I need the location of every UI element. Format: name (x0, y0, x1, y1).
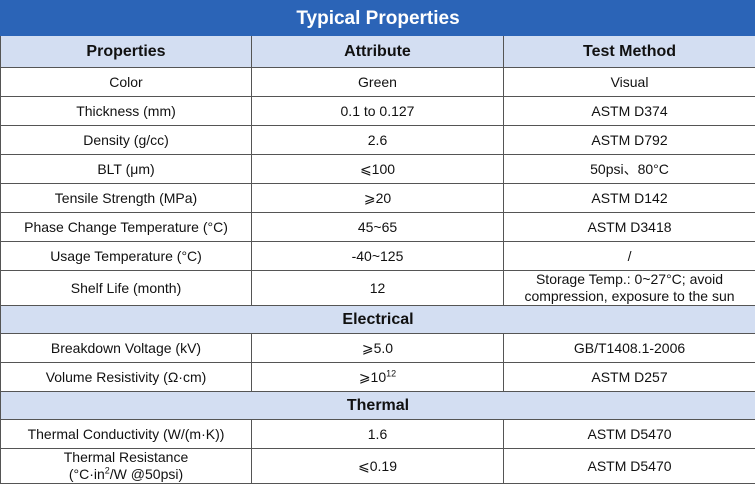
attribute-cell: ⩽100 (251, 154, 504, 184)
attribute-cell: -40~125 (251, 241, 504, 271)
method-cell: Storage Temp.: 0~27°C; avoid compression… (502, 270, 755, 306)
attribute-exponent: 12 (386, 367, 397, 378)
properties-table: Typical Properties Properties Attribute … (0, 0, 755, 484)
property-line-2a: (°C·in (68, 466, 105, 482)
attribute-cell: ⩽0.19 (251, 448, 504, 484)
attribute-cell: Green (251, 67, 504, 97)
method-cell: Visual (502, 67, 755, 97)
table-row: Color Green Visual (0, 67, 755, 97)
section-title-thermal: Thermal (0, 391, 755, 420)
table-row: Volume Resistivity (Ω·cm) ⩾1012 ASTM D25… (0, 362, 755, 392)
property-cell: Usage Temperature (°C) (0, 241, 252, 271)
property-cell: Phase Change Temperature (°C) (0, 212, 252, 242)
table-row: Thickness (mm) 0.1 to 0.127 ASTM D374 (0, 96, 755, 126)
table-row: BLT (μm) ⩽100 50psi、80°C (0, 154, 755, 184)
property-cell: Tensile Strength (MPa) (0, 183, 252, 213)
attribute-cell: ⩾5.0 (251, 333, 504, 363)
property-exponent: 2 (104, 465, 110, 476)
property-cell: Shelf Life (month) (0, 270, 252, 306)
header-properties: Properties (0, 35, 252, 68)
table-row: Usage Temperature (°C) -40~125 / (0, 241, 755, 271)
header-row: Properties Attribute Test Method (0, 35, 755, 68)
method-cell: 50psi、80°C (502, 154, 755, 184)
method-cell: ASTM D374 (502, 96, 755, 126)
property-cell: Thermal Resistance (°C·in2/W @50psi) (0, 448, 252, 484)
section-title-electrical: Electrical (0, 305, 755, 334)
property-cell: Density (g/cc) (0, 125, 252, 155)
property-line-1: Thermal Resistance (63, 449, 189, 466)
attribute-cell: ⩾20 (251, 183, 504, 213)
attribute-cell: 2.6 (251, 125, 504, 155)
title-row: Typical Properties (0, 0, 755, 36)
section-row-thermal: Thermal (0, 391, 755, 420)
property-cell: Volume Resistivity (Ω·cm) (0, 362, 252, 392)
method-cell: ASTM D3418 (502, 212, 755, 242)
attribute-cell: 0.1 to 0.127 (251, 96, 504, 126)
method-cell: / (502, 241, 755, 271)
table-row: Breakdown Voltage (kV) ⩾5.0 GB/T1408.1-2… (0, 333, 755, 363)
table-row: Thermal Conductivity (W/(m·K)) 1.6 ASTM … (0, 419, 755, 449)
header-attribute: Attribute (251, 35, 504, 68)
method-cell: ASTM D5470 (502, 419, 755, 449)
table-row: Shelf Life (month) 12 Storage Temp.: 0~2… (0, 270, 755, 306)
method-cell: GB/T1408.1-2006 (502, 333, 755, 363)
property-cell: Color (0, 67, 252, 97)
attribute-cell: 45~65 (251, 212, 504, 242)
table-title: Typical Properties (0, 0, 755, 36)
section-row-electrical: Electrical (0, 305, 755, 334)
method-cell: ASTM D257 (502, 362, 755, 392)
table-row: Phase Change Temperature (°C) 45~65 ASTM… (0, 212, 755, 242)
table-row: Density (g/cc) 2.6 ASTM D792 (0, 125, 755, 155)
attribute-cell: 1.6 (251, 419, 504, 449)
table-row: Tensile Strength (MPa) ⩾20 ASTM D142 (0, 183, 755, 213)
attribute-cell: ⩾1012 (251, 362, 504, 392)
property-line-2b: /W @50psi) (109, 466, 184, 482)
attribute-cell: 12 (251, 270, 504, 306)
property-cell: Thermal Conductivity (W/(m·K)) (0, 419, 252, 449)
property-cell: Breakdown Voltage (kV) (0, 333, 252, 363)
attribute-base: ⩾10 (358, 368, 387, 385)
method-cell: ASTM D142 (502, 183, 755, 213)
property-cell: Thickness (mm) (0, 96, 252, 126)
property-cell: BLT (μm) (0, 154, 252, 184)
table-row: Thermal Resistance (°C·in2/W @50psi) ⩽0.1… (0, 448, 755, 484)
method-cell: ASTM D5470 (502, 448, 755, 484)
header-test-method: Test Method (502, 35, 755, 68)
method-cell: ASTM D792 (502, 125, 755, 155)
